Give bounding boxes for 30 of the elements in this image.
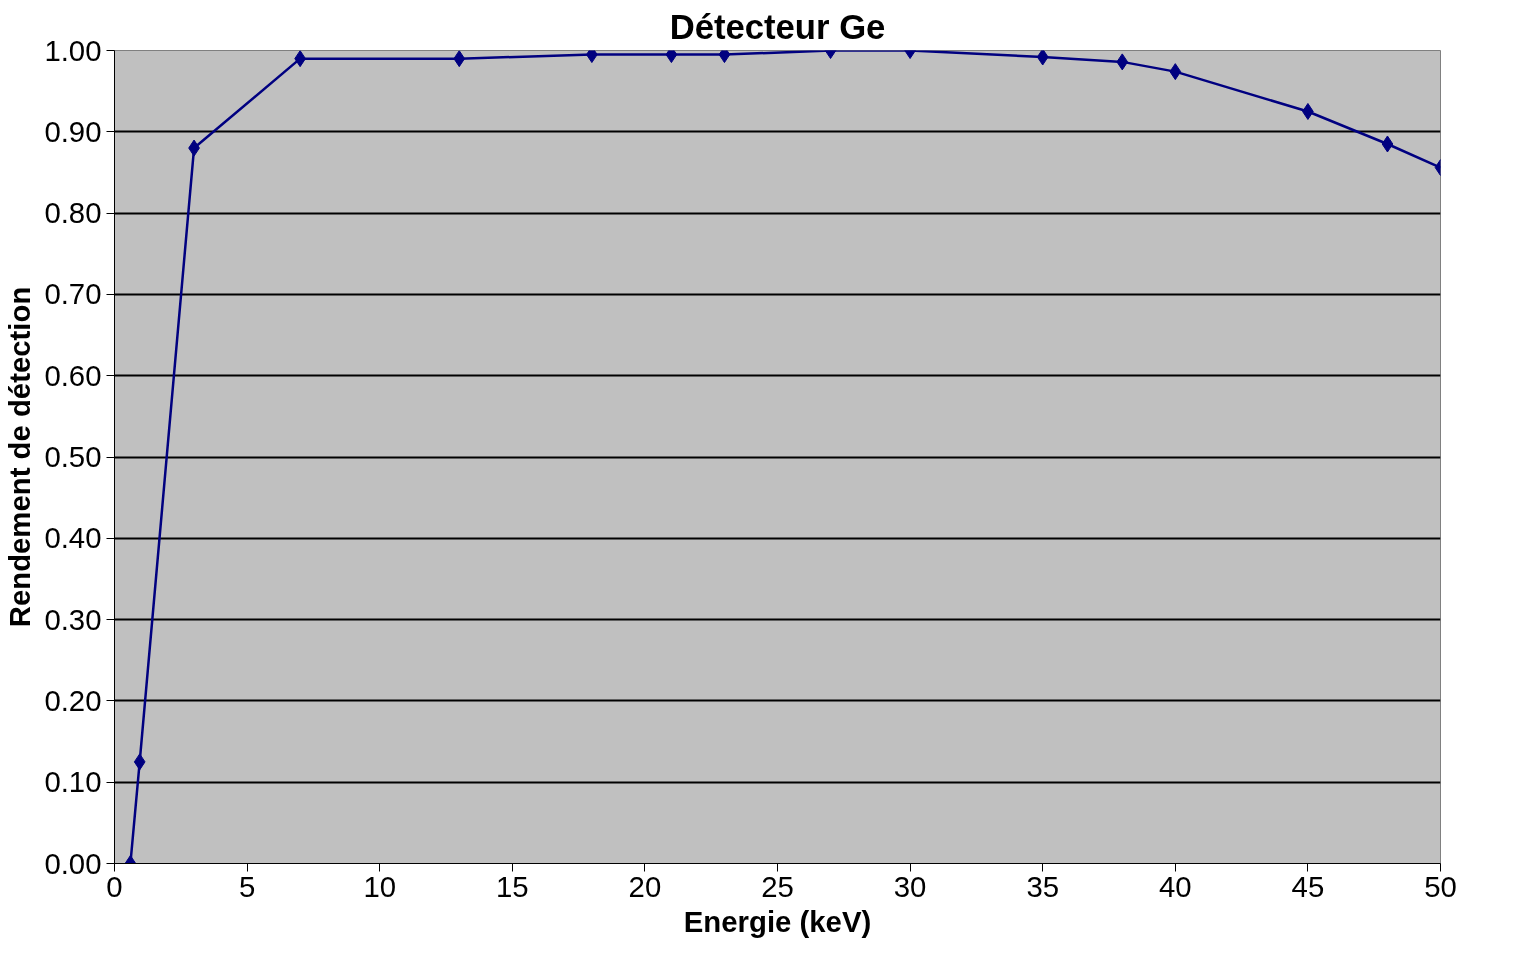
- y-tick-label: 1.00: [44, 33, 102, 67]
- chart-title: Détecteur Ge: [669, 7, 886, 46]
- x-tick-label: 40: [1158, 869, 1192, 903]
- x-tick-label: 15: [495, 869, 529, 903]
- x-tick-label: 20: [628, 869, 662, 903]
- point: [1116, 53, 1129, 71]
- y-tick-label: 0.50: [44, 440, 102, 473]
- x-tick-label: 45: [1291, 869, 1325, 903]
- point: [1036, 50, 1049, 66]
- y-tick-label: 0.10: [44, 765, 102, 799]
- x-tick-label: 10: [363, 869, 397, 903]
- y-tick-label: 0.30: [44, 602, 102, 636]
- point: [453, 50, 466, 68]
- y-tick-label: 0.00: [44, 846, 102, 880]
- y-tick-label: 0.80: [44, 196, 102, 230]
- point: [1381, 135, 1394, 153]
- y-tick-label: 0.60: [44, 358, 102, 392]
- x-axis-title: Energie (keV): [683, 904, 872, 938]
- x-tick-label: 35: [1026, 869, 1060, 903]
- x-tick-label: 0: [106, 869, 123, 903]
- x-tick-label: 5: [238, 869, 256, 903]
- x-tick-label: 25: [761, 869, 794, 903]
- x-tick-label: 50: [1424, 869, 1457, 903]
- y-tick-label: 0.70: [44, 277, 102, 311]
- y-tick-label: 0.90: [44, 114, 102, 148]
- y-tick-label: 0.40: [44, 521, 102, 555]
- point: [1169, 63, 1182, 81]
- y-tick-label: 0.20: [44, 683, 102, 717]
- y-axis-title: Rendement de détection: [3, 286, 37, 628]
- x-tick-label: 30: [893, 869, 927, 903]
